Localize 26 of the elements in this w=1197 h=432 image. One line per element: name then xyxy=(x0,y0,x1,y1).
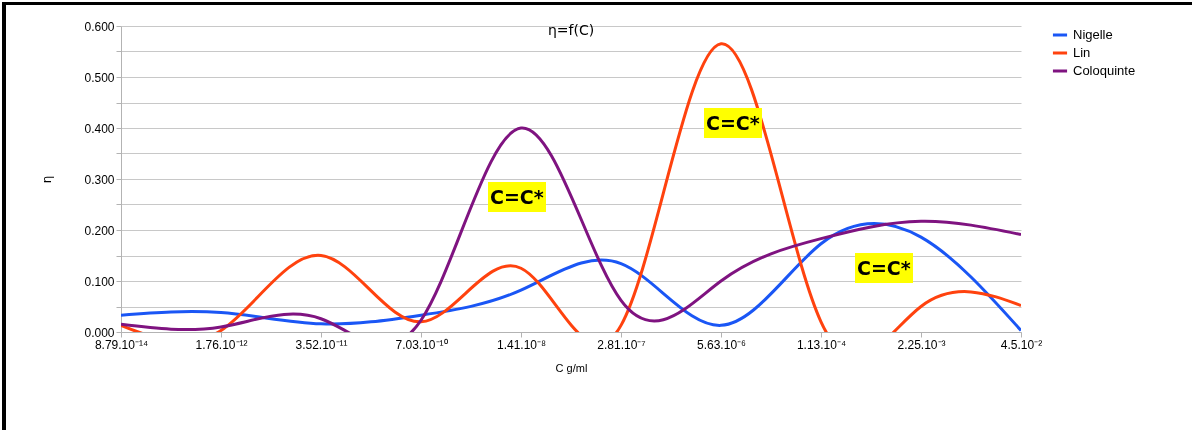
annotation: C=C* xyxy=(704,108,762,138)
y-tick-label: 0.100 xyxy=(84,274,115,289)
y-tick-label: 0.500 xyxy=(84,70,115,85)
legend-label: Lin xyxy=(1073,45,1091,60)
x-tick-label: 3.52.10⁻¹¹ xyxy=(295,337,348,352)
y-tick-label: 0.400 xyxy=(84,121,115,136)
x-tick-label: 4.5.10⁻² xyxy=(1000,337,1043,352)
y-tick-label: 0.600 xyxy=(84,19,115,34)
y-axis-title: η xyxy=(40,175,55,184)
legend-label: Coloquinte xyxy=(1073,63,1136,78)
y-tick-label: 0.300 xyxy=(84,172,115,187)
x-tick-label: 1.76.10⁻¹² xyxy=(195,337,248,352)
x-tick-label: 2.25.10⁻³ xyxy=(897,337,946,352)
x-tick-label: 8.79.10⁻¹⁴ xyxy=(94,337,149,352)
x-axis-title: C g/ml xyxy=(555,361,588,374)
x-tick-label: 5.63.10⁻⁶ xyxy=(697,337,747,352)
y-tick-label: 0.000 xyxy=(84,325,115,340)
chart-title: η=f(C) xyxy=(547,22,595,38)
x-tick-label: 1.41.10⁻⁸ xyxy=(496,337,547,352)
x-tick-label: 1.13.10⁻⁴ xyxy=(796,337,847,352)
y-tick-label: 0.200 xyxy=(84,223,115,238)
x-tick-label: 2.81.10⁻⁷ xyxy=(597,337,646,352)
x-tick-label: 7.03.10⁻¹⁰ xyxy=(395,337,448,352)
annotation: C=C* xyxy=(855,253,913,283)
annotation: C=C* xyxy=(488,182,546,212)
legend-label: Nigelle xyxy=(1073,27,1113,42)
